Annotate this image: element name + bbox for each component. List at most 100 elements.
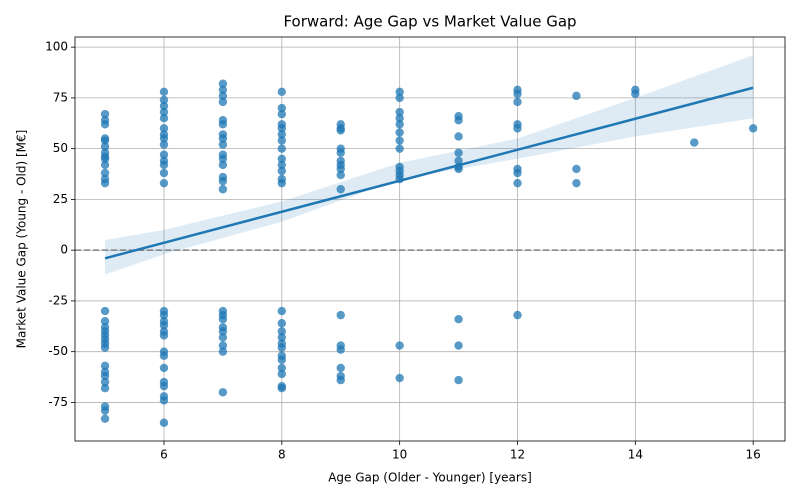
scatter-point	[159, 363, 169, 373]
scatter-point	[395, 128, 404, 137]
scatter-point	[159, 107, 169, 117]
scatter-point	[159, 95, 169, 105]
scatter-point	[336, 164, 345, 174]
scatter-point	[159, 321, 169, 330]
scatter-point	[395, 120, 404, 129]
scatter-point	[218, 327, 228, 336]
scatter-point	[218, 85, 228, 94]
scatter-point	[100, 136, 110, 145]
scatter-point	[277, 144, 287, 153]
scatter-point	[277, 327, 287, 336]
scatter-point	[218, 134, 228, 143]
y-tick-label: -25	[48, 293, 68, 307]
scatter-point	[159, 351, 169, 360]
scatter-point	[218, 185, 228, 194]
scatter-point	[218, 341, 228, 350]
scatter-point	[454, 148, 463, 157]
scatter-point	[336, 310, 345, 320]
scatter-point	[218, 97, 228, 107]
scatter-point	[100, 406, 110, 415]
y-tick-label: -50	[48, 344, 68, 358]
scatter-point	[336, 126, 345, 135]
y-tick-label: 100	[45, 40, 68, 54]
scatter-point	[159, 140, 169, 149]
y-tick-label: 50	[53, 141, 68, 155]
scatter-point	[159, 160, 169, 170]
scatter-point	[454, 341, 463, 350]
scatter-point	[218, 176, 228, 186]
scatter-point	[513, 124, 522, 133]
plot-frame	[74, 36, 786, 442]
scatter-point	[277, 124, 287, 133]
x-tick-label: 6	[160, 448, 168, 462]
scatter-point	[336, 345, 345, 354]
scatter-point	[513, 178, 522, 188]
scatter-point	[454, 156, 463, 166]
scatter-point	[395, 136, 404, 145]
scatter-point	[159, 178, 169, 188]
x-tick-label: 10	[392, 448, 407, 462]
scatter-point	[277, 103, 287, 113]
y-tick-label: -75	[48, 395, 68, 409]
scatter-point	[277, 130, 287, 139]
scatter-point	[395, 144, 404, 153]
scatter-point	[631, 89, 640, 99]
scatter-point	[100, 317, 110, 326]
x-axis-label: Age Gap (Older - Younger) [years]	[328, 471, 532, 485]
scatter-point	[100, 178, 110, 188]
scatter-point	[218, 160, 228, 170]
scatter-point	[395, 93, 404, 103]
scatter-point	[159, 396, 169, 405]
scatter-point	[277, 355, 287, 364]
x-tick-label: 8	[278, 448, 286, 462]
scatter-point	[277, 178, 287, 188]
scatter-point	[100, 384, 110, 393]
confidence-band	[105, 55, 754, 275]
scatter-point	[336, 375, 345, 385]
y-tick-label: 25	[53, 192, 68, 206]
x-tick-label: 14	[628, 448, 643, 462]
y-axis-label: Market Value Gap (Young - Old) [M€]	[15, 130, 29, 349]
scatter-point	[100, 168, 110, 178]
y-tick-label: 75	[53, 90, 68, 104]
scatter-point	[454, 132, 463, 141]
scatter-point	[100, 120, 110, 129]
scatter-point	[100, 154, 110, 164]
scatter-point	[100, 361, 110, 371]
scatter-point	[159, 124, 169, 133]
scatter-point	[277, 319, 287, 328]
scatter-point	[395, 341, 404, 350]
scatter-point	[159, 168, 169, 178]
scatter-point	[100, 109, 110, 119]
scatter-point	[395, 114, 404, 123]
scatter-point	[454, 116, 463, 125]
scatter-point	[572, 164, 581, 174]
scatter-point	[100, 306, 110, 316]
scatter-point	[277, 87, 287, 97]
regression-line	[104, 86, 754, 260]
scatter-point	[336, 185, 345, 194]
scatter-point	[572, 178, 581, 188]
scatter-point	[513, 97, 522, 107]
scatter-point	[100, 377, 110, 387]
scatter-point	[690, 138, 699, 147]
scatter-point	[159, 381, 169, 391]
scatter-point	[159, 134, 169, 143]
scatter-point	[100, 160, 110, 170]
scatter-point	[277, 306, 287, 316]
scatter-point	[218, 140, 228, 149]
scatter-point	[159, 331, 169, 340]
scatter-point	[218, 347, 228, 356]
scatter-point	[277, 109, 287, 119]
scatter-point	[159, 310, 169, 320]
scatter-point	[277, 154, 287, 164]
scatter-point	[159, 114, 169, 123]
scatter-point	[100, 414, 110, 423]
scatter-point	[159, 150, 169, 159]
scatter-point	[454, 375, 463, 385]
scatter-point	[277, 369, 287, 379]
scatter-point	[395, 373, 404, 383]
scatter-point	[454, 314, 463, 324]
scatter-point	[218, 388, 228, 397]
